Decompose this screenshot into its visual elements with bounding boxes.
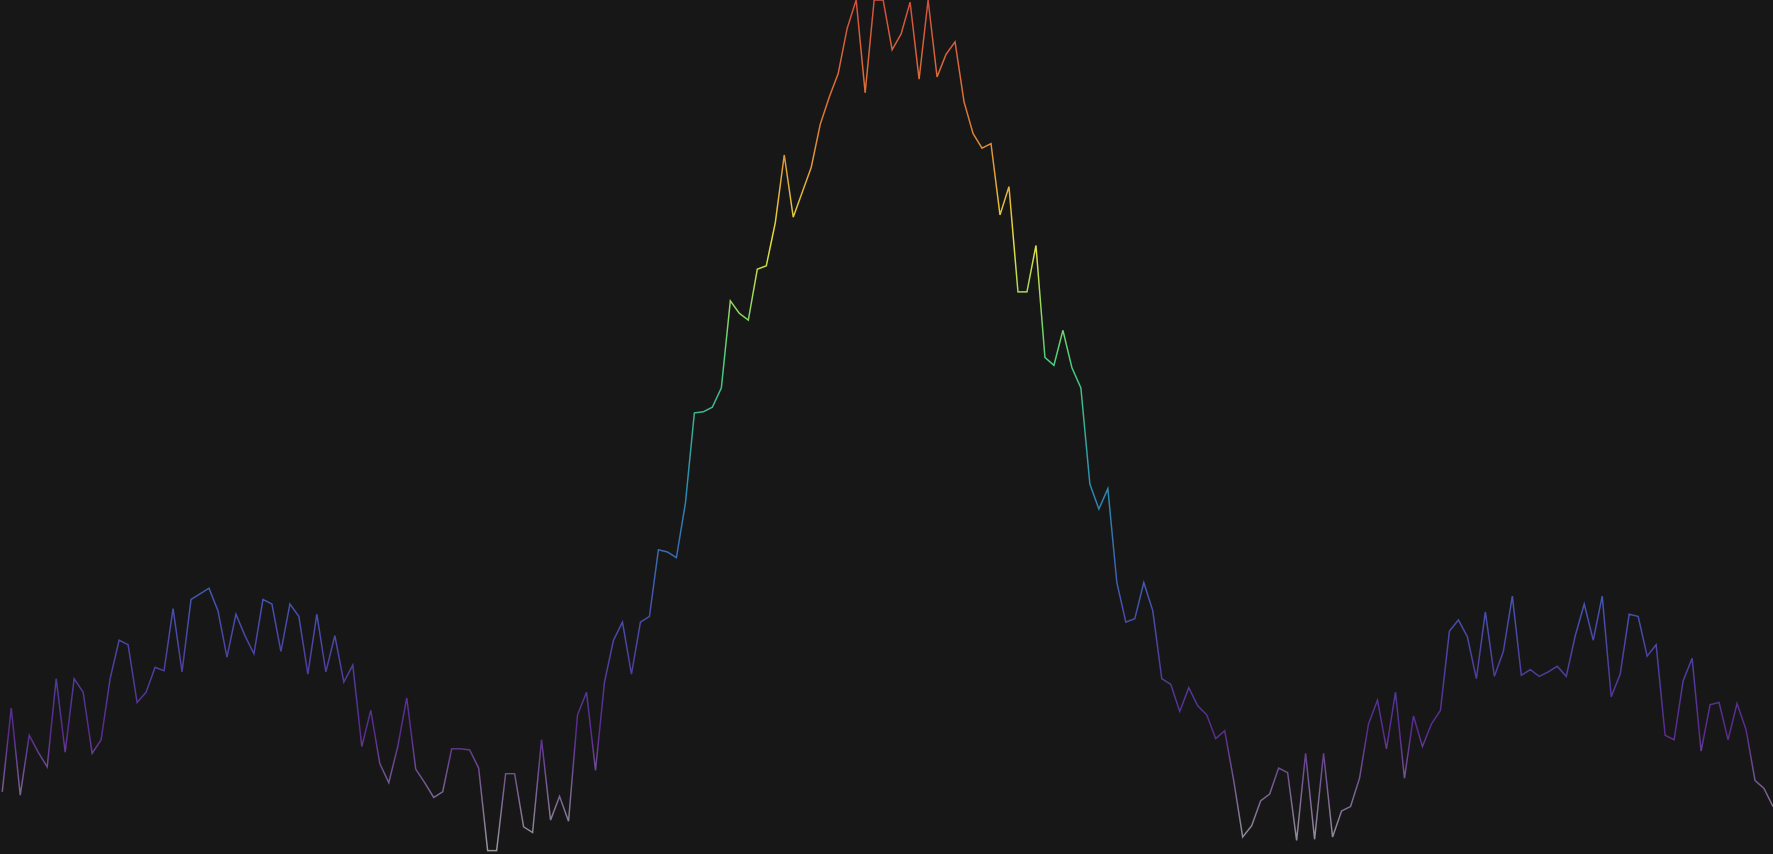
line (1, 0, 1773, 852)
background (0, 0, 1773, 854)
chart (0, 0, 1773, 854)
page: {"chart_data": {"type": "line", "backgro… (0, 0, 1773, 854)
